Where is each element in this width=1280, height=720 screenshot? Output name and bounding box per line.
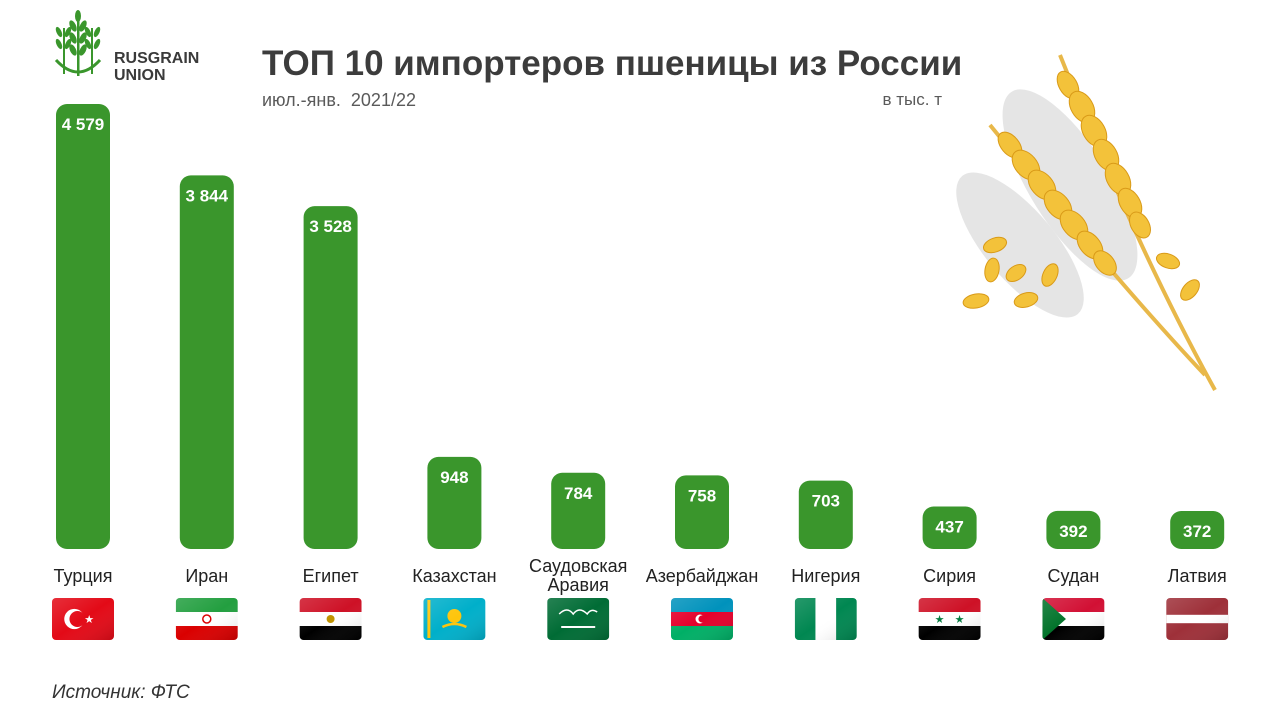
value-label-3: 3 528 — [309, 217, 352, 236]
bar-6 — [675, 475, 729, 549]
value-label-6: 758 — [688, 486, 716, 505]
bar-4 — [427, 456, 482, 549]
bar-3 — [303, 206, 358, 550]
category-label-8: Сирия — [923, 566, 976, 586]
syria-flag-icon: ★★ — [918, 598, 981, 640]
value-label-9: 392 — [1059, 522, 1087, 541]
value-label-10: 372 — [1183, 522, 1211, 541]
category-label-4: Казахстан — [412, 566, 496, 586]
value-label-1: 4 579 — [62, 115, 105, 134]
bar-10 — [1170, 511, 1225, 549]
kazakhstan-flag-icon — [423, 598, 486, 640]
category-label-2: Иран — [185, 566, 228, 586]
category-label-3: Египет — [303, 566, 359, 586]
category-label-10: Латвия — [1168, 566, 1227, 586]
bar-5 — [551, 472, 606, 549]
category-label-5: Саудовская Аравия — [529, 556, 627, 595]
latvia-flag-icon — [1166, 598, 1229, 640]
category-label-7: Нигерия — [791, 566, 860, 586]
bar-7 — [798, 480, 853, 549]
bar-1 — [56, 104, 110, 549]
value-label-2: 3 844 — [186, 186, 229, 205]
value-label-5: 784 — [564, 484, 593, 503]
category-label-6: Азербайджан — [646, 566, 759, 586]
iran-flag-icon — [175, 598, 238, 640]
unit-label: в тыс. т — [882, 90, 943, 109]
nigeria-flag-icon — [794, 598, 857, 640]
sudan-flag-icon — [1042, 598, 1105, 640]
turkey-flag-icon: ★ — [52, 598, 114, 640]
bar-2 — [179, 175, 234, 549]
category-label-9: Судан — [1047, 566, 1099, 586]
azerbaijan-flag-icon — [671, 598, 733, 640]
chart-subtitle: июл.-янв. 2021/22 — [262, 90, 416, 110]
logo-text: RUSGRAIN UNION — [114, 50, 199, 84]
category-label-1: Турция — [54, 566, 113, 586]
chart-title: ТОП 10 импортеров пшеницы из России — [262, 44, 963, 83]
rusgrain-logo-icon — [54, 10, 102, 76]
saudi-arabia-flag-icon — [547, 598, 610, 640]
logo-line-2: UNION — [114, 67, 166, 84]
logo-line-1: RUSGRAIN — [114, 50, 200, 67]
bar-8 — [922, 506, 977, 549]
wheat-illustration-icon — [956, 54, 1217, 391]
bar-9 — [1046, 510, 1101, 549]
value-label-4: 948 — [440, 468, 468, 487]
egypt-flag-icon — [299, 598, 362, 640]
source-note: Источник: ФТС — [52, 682, 190, 703]
value-label-8: 437 — [935, 518, 963, 537]
value-label-7: 703 — [812, 492, 840, 511]
